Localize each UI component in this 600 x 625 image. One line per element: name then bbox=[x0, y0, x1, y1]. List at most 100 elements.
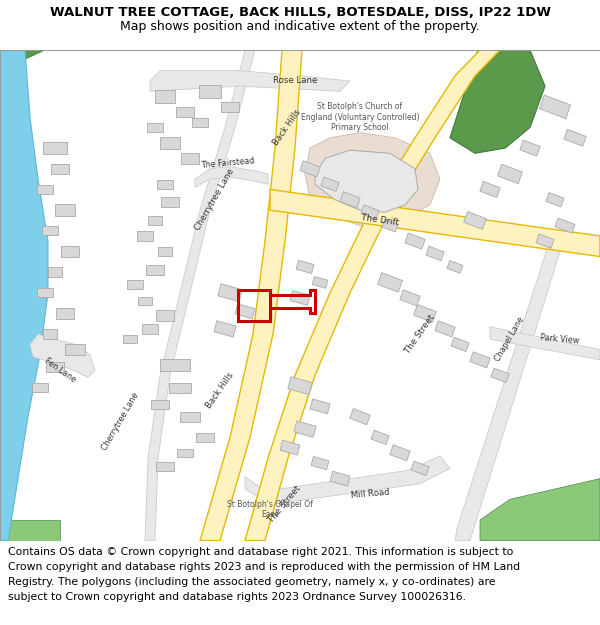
Bar bbox=[546, 192, 564, 207]
Bar bbox=[196, 432, 214, 442]
Bar bbox=[32, 383, 48, 392]
Bar bbox=[176, 107, 194, 117]
Bar bbox=[312, 276, 328, 288]
Text: Chapel Lane: Chapel Lane bbox=[494, 316, 526, 363]
Bar bbox=[426, 246, 444, 261]
Bar bbox=[37, 288, 53, 298]
Text: St Botolph's Chapel Of
Ease: St Botolph's Chapel Of Ease bbox=[227, 500, 313, 519]
Bar bbox=[157, 179, 173, 189]
Bar bbox=[414, 304, 436, 322]
Text: The Street: The Street bbox=[403, 313, 437, 355]
Bar bbox=[192, 118, 208, 127]
Polygon shape bbox=[145, 50, 255, 541]
Polygon shape bbox=[315, 150, 418, 212]
Polygon shape bbox=[30, 334, 95, 378]
Bar bbox=[350, 409, 370, 425]
Polygon shape bbox=[150, 71, 350, 91]
Bar bbox=[451, 337, 469, 352]
Bar bbox=[405, 233, 425, 249]
Bar bbox=[218, 284, 242, 302]
Bar bbox=[377, 272, 403, 292]
Text: subject to Crown copyright and database rights 2023 Ordnance Survey 100026316.: subject to Crown copyright and database … bbox=[8, 592, 466, 602]
Polygon shape bbox=[0, 50, 48, 541]
Bar bbox=[411, 461, 429, 476]
Bar bbox=[539, 95, 571, 119]
Bar bbox=[156, 462, 174, 471]
Bar bbox=[61, 246, 79, 257]
Bar bbox=[361, 205, 379, 219]
Bar bbox=[181, 152, 199, 164]
Bar bbox=[51, 164, 69, 174]
Bar bbox=[214, 321, 236, 337]
Polygon shape bbox=[245, 50, 500, 541]
Bar bbox=[169, 382, 191, 393]
Bar bbox=[371, 430, 389, 444]
Bar bbox=[147, 123, 163, 132]
Text: The Street: The Street bbox=[267, 484, 303, 524]
Bar bbox=[340, 192, 360, 208]
Text: The Drift: The Drift bbox=[361, 213, 400, 228]
Text: Cherrytree Lane: Cherrytree Lane bbox=[100, 391, 140, 452]
Bar bbox=[435, 321, 455, 337]
Text: Park View: Park View bbox=[540, 333, 580, 346]
Bar bbox=[155, 90, 175, 103]
Bar bbox=[288, 377, 312, 394]
Bar bbox=[180, 411, 200, 422]
Bar bbox=[311, 456, 329, 470]
Bar bbox=[148, 216, 162, 225]
Bar bbox=[235, 304, 255, 319]
Bar bbox=[310, 399, 330, 414]
Polygon shape bbox=[305, 132, 440, 226]
Text: Fen Lane: Fen Lane bbox=[43, 356, 77, 384]
Bar bbox=[151, 399, 169, 409]
Text: Map shows position and indicative extent of the property.: Map shows position and indicative extent… bbox=[120, 20, 480, 33]
Bar bbox=[321, 177, 339, 191]
Bar bbox=[491, 368, 509, 382]
Bar bbox=[280, 440, 300, 455]
Bar bbox=[160, 137, 180, 149]
Bar bbox=[37, 185, 53, 194]
Bar bbox=[382, 219, 398, 232]
Bar bbox=[294, 421, 316, 437]
Text: Mill Road: Mill Road bbox=[350, 488, 390, 501]
Bar bbox=[55, 204, 75, 216]
Bar bbox=[536, 234, 554, 248]
Bar bbox=[142, 324, 158, 334]
Bar bbox=[146, 265, 164, 275]
Polygon shape bbox=[480, 479, 600, 541]
Polygon shape bbox=[245, 456, 450, 504]
Bar bbox=[497, 164, 523, 184]
Bar bbox=[480, 181, 500, 198]
Bar bbox=[520, 140, 540, 156]
Bar bbox=[564, 129, 586, 146]
Text: WALNUT TREE COTTAGE, BACK HILLS, BOTESDALE, DISS, IP22 1DW: WALNUT TREE COTTAGE, BACK HILLS, BOTESDA… bbox=[49, 6, 551, 19]
Bar bbox=[330, 471, 350, 486]
Bar bbox=[555, 218, 575, 233]
Bar bbox=[138, 297, 152, 305]
Text: Contains OS data © Crown copyright and database right 2021. This information is : Contains OS data © Crown copyright and d… bbox=[8, 547, 514, 557]
Polygon shape bbox=[0, 50, 45, 71]
Bar bbox=[160, 359, 190, 371]
Bar bbox=[400, 290, 420, 306]
Bar bbox=[65, 344, 85, 355]
Bar bbox=[390, 445, 410, 461]
Bar bbox=[296, 260, 314, 274]
Text: Rose Lane: Rose Lane bbox=[273, 76, 317, 86]
Polygon shape bbox=[450, 50, 545, 153]
Bar bbox=[199, 85, 221, 98]
Polygon shape bbox=[455, 246, 560, 541]
Bar bbox=[56, 308, 74, 319]
Bar bbox=[123, 335, 137, 343]
Bar bbox=[48, 268, 62, 277]
Bar bbox=[156, 310, 174, 321]
Text: Back Hills: Back Hills bbox=[271, 107, 302, 148]
Bar bbox=[158, 248, 172, 256]
Bar bbox=[161, 197, 179, 207]
Bar bbox=[137, 231, 153, 241]
Bar bbox=[290, 291, 310, 305]
Bar bbox=[42, 226, 58, 236]
Polygon shape bbox=[490, 327, 600, 360]
Polygon shape bbox=[270, 189, 600, 257]
Polygon shape bbox=[200, 50, 302, 541]
Bar bbox=[447, 261, 463, 273]
